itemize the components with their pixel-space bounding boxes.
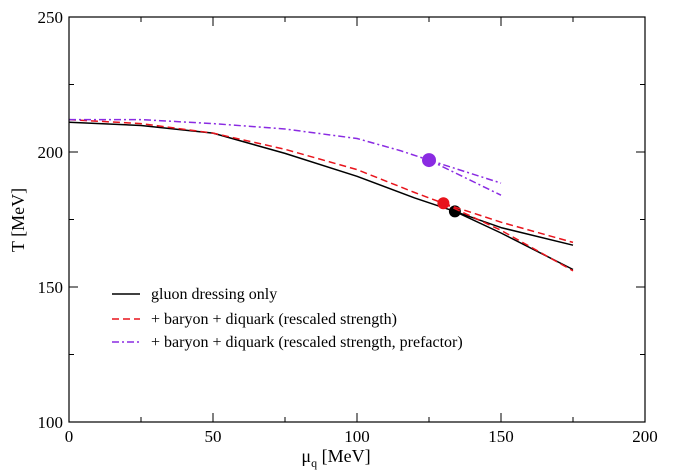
y-tick-label: 250 [38, 8, 64, 27]
series-1-line [68, 118, 444, 205]
series-2-branch-0 [428, 159, 502, 184]
plot-frame [68, 16, 646, 423]
x-tick-label: 100 [344, 427, 370, 446]
y-tick-label: 100 [38, 413, 64, 432]
y-tick-label: 150 [38, 278, 64, 297]
series-2-critical-point [422, 153, 436, 168]
x-tick-label: 0 [65, 427, 74, 446]
legend-label-baryon-diquark: + baryon + diquark (rescaled strength) [151, 311, 397, 328]
y-axis-label: T [MeV] [8, 188, 28, 252]
legend-label-gluon: gluon dressing only [151, 286, 277, 303]
legend: gluon dressing only + baryon + diquark (… [112, 286, 463, 351]
series-2-branch-1 [428, 159, 502, 196]
series-2-line [69, 118, 430, 161]
series-1-critical-point [437, 197, 450, 210]
x-tick-label: 200 [632, 427, 658, 446]
ticks-layer: 0 50 100 150 200 100 150 200 250 [38, 8, 658, 446]
series-layer [68, 118, 574, 272]
x-tick-label: 150 [488, 427, 514, 446]
series-0-branch-1 [454, 210, 574, 271]
series-0-line [68, 121, 456, 213]
y-tick-label: 200 [38, 143, 64, 162]
x-tick-label: 50 [205, 427, 222, 446]
legend-label-prefactor: + baryon + diquark (rescaled strength, p… [151, 334, 463, 351]
series-1-branch-0 [443, 202, 574, 244]
x-axis-label: μq [MeV] [301, 446, 370, 470]
series-0-branch-0 [454, 210, 574, 246]
